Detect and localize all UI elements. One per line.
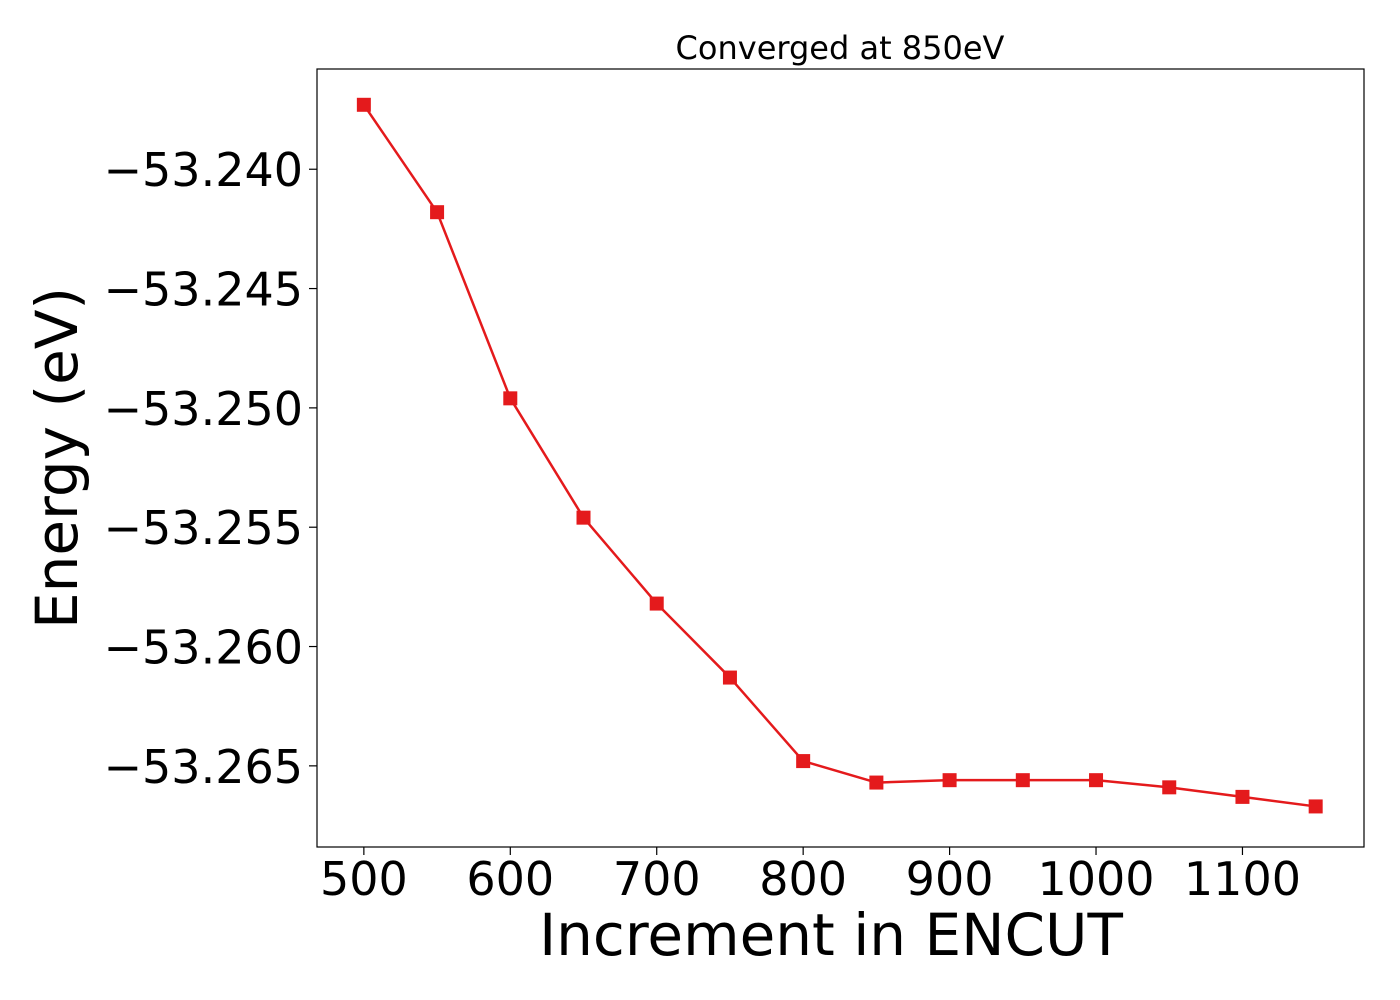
x-tick-label: 1000 — [1037, 852, 1154, 906]
data-point — [869, 775, 884, 790]
y-tick-label: −53.255 — [104, 501, 304, 555]
x-tick-label: 800 — [759, 852, 847, 906]
x-tick-label: 1100 — [1184, 852, 1301, 906]
y-axis-ticks: −53.240 −53.245 −53.250 −53.255 −53.260 −53.2… — [104, 143, 317, 794]
x-tick-label: 500 — [320, 852, 408, 906]
data-point — [649, 596, 664, 611]
series-layer — [356, 97, 1323, 814]
x-tick-label: 700 — [613, 852, 701, 906]
y-tick-label: −53.260 — [104, 621, 304, 675]
y-tick-label: −53.265 — [104, 740, 304, 794]
x-axis-label: Increment in ENCUT — [539, 901, 1123, 969]
data-point — [503, 391, 518, 406]
x-tick-label: 600 — [466, 852, 554, 906]
x-axis-ticks: 500 600 700 800 900 1000 1100 — [320, 847, 1301, 906]
data-point — [796, 754, 811, 769]
data-point — [356, 97, 371, 112]
data-point — [1235, 789, 1250, 804]
plot-area — [316, 68, 1365, 848]
data-point — [722, 670, 737, 685]
data-point — [1015, 773, 1030, 788]
y-tick-label: −53.245 — [104, 263, 304, 317]
chart-title: Converged at 850eV — [676, 29, 1005, 67]
data-point — [942, 773, 957, 788]
data-point — [430, 205, 445, 220]
data-point — [576, 510, 591, 525]
y-tick-label: −53.250 — [104, 382, 304, 436]
data-point — [1162, 780, 1177, 795]
x-tick-label: 900 — [906, 852, 994, 906]
y-axis-label: Energy (eV) — [23, 287, 91, 629]
data-point — [1308, 799, 1323, 814]
data-point — [1089, 773, 1104, 788]
series-line — [362, 104, 1316, 808]
y-tick-label: −53.240 — [104, 143, 304, 197]
